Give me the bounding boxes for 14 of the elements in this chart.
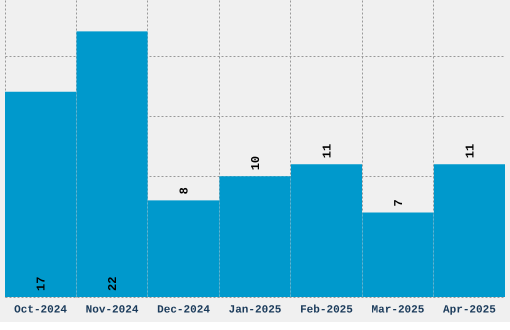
data-label: 11 [463, 144, 478, 158]
x-tick-label: Oct-2024 [14, 304, 68, 316]
x-tick-label: Mar-2025 [372, 304, 425, 316]
x-tick-label: Feb-2025 [300, 304, 354, 316]
x-tick-label: Apr-2025 [443, 304, 496, 316]
data-label: 10 [249, 156, 263, 170]
x-tick-label: Jan-2025 [228, 304, 282, 316]
data-label: 22 [106, 276, 120, 291]
data-label: 8 [178, 187, 192, 194]
x-tick-label: Dec-2024 [157, 304, 210, 316]
data-label: 7 [392, 199, 406, 206]
data-label: 17 [34, 276, 49, 291]
data-label: 11 [320, 144, 334, 158]
x-tick-label: Nov-2024 [86, 304, 139, 316]
